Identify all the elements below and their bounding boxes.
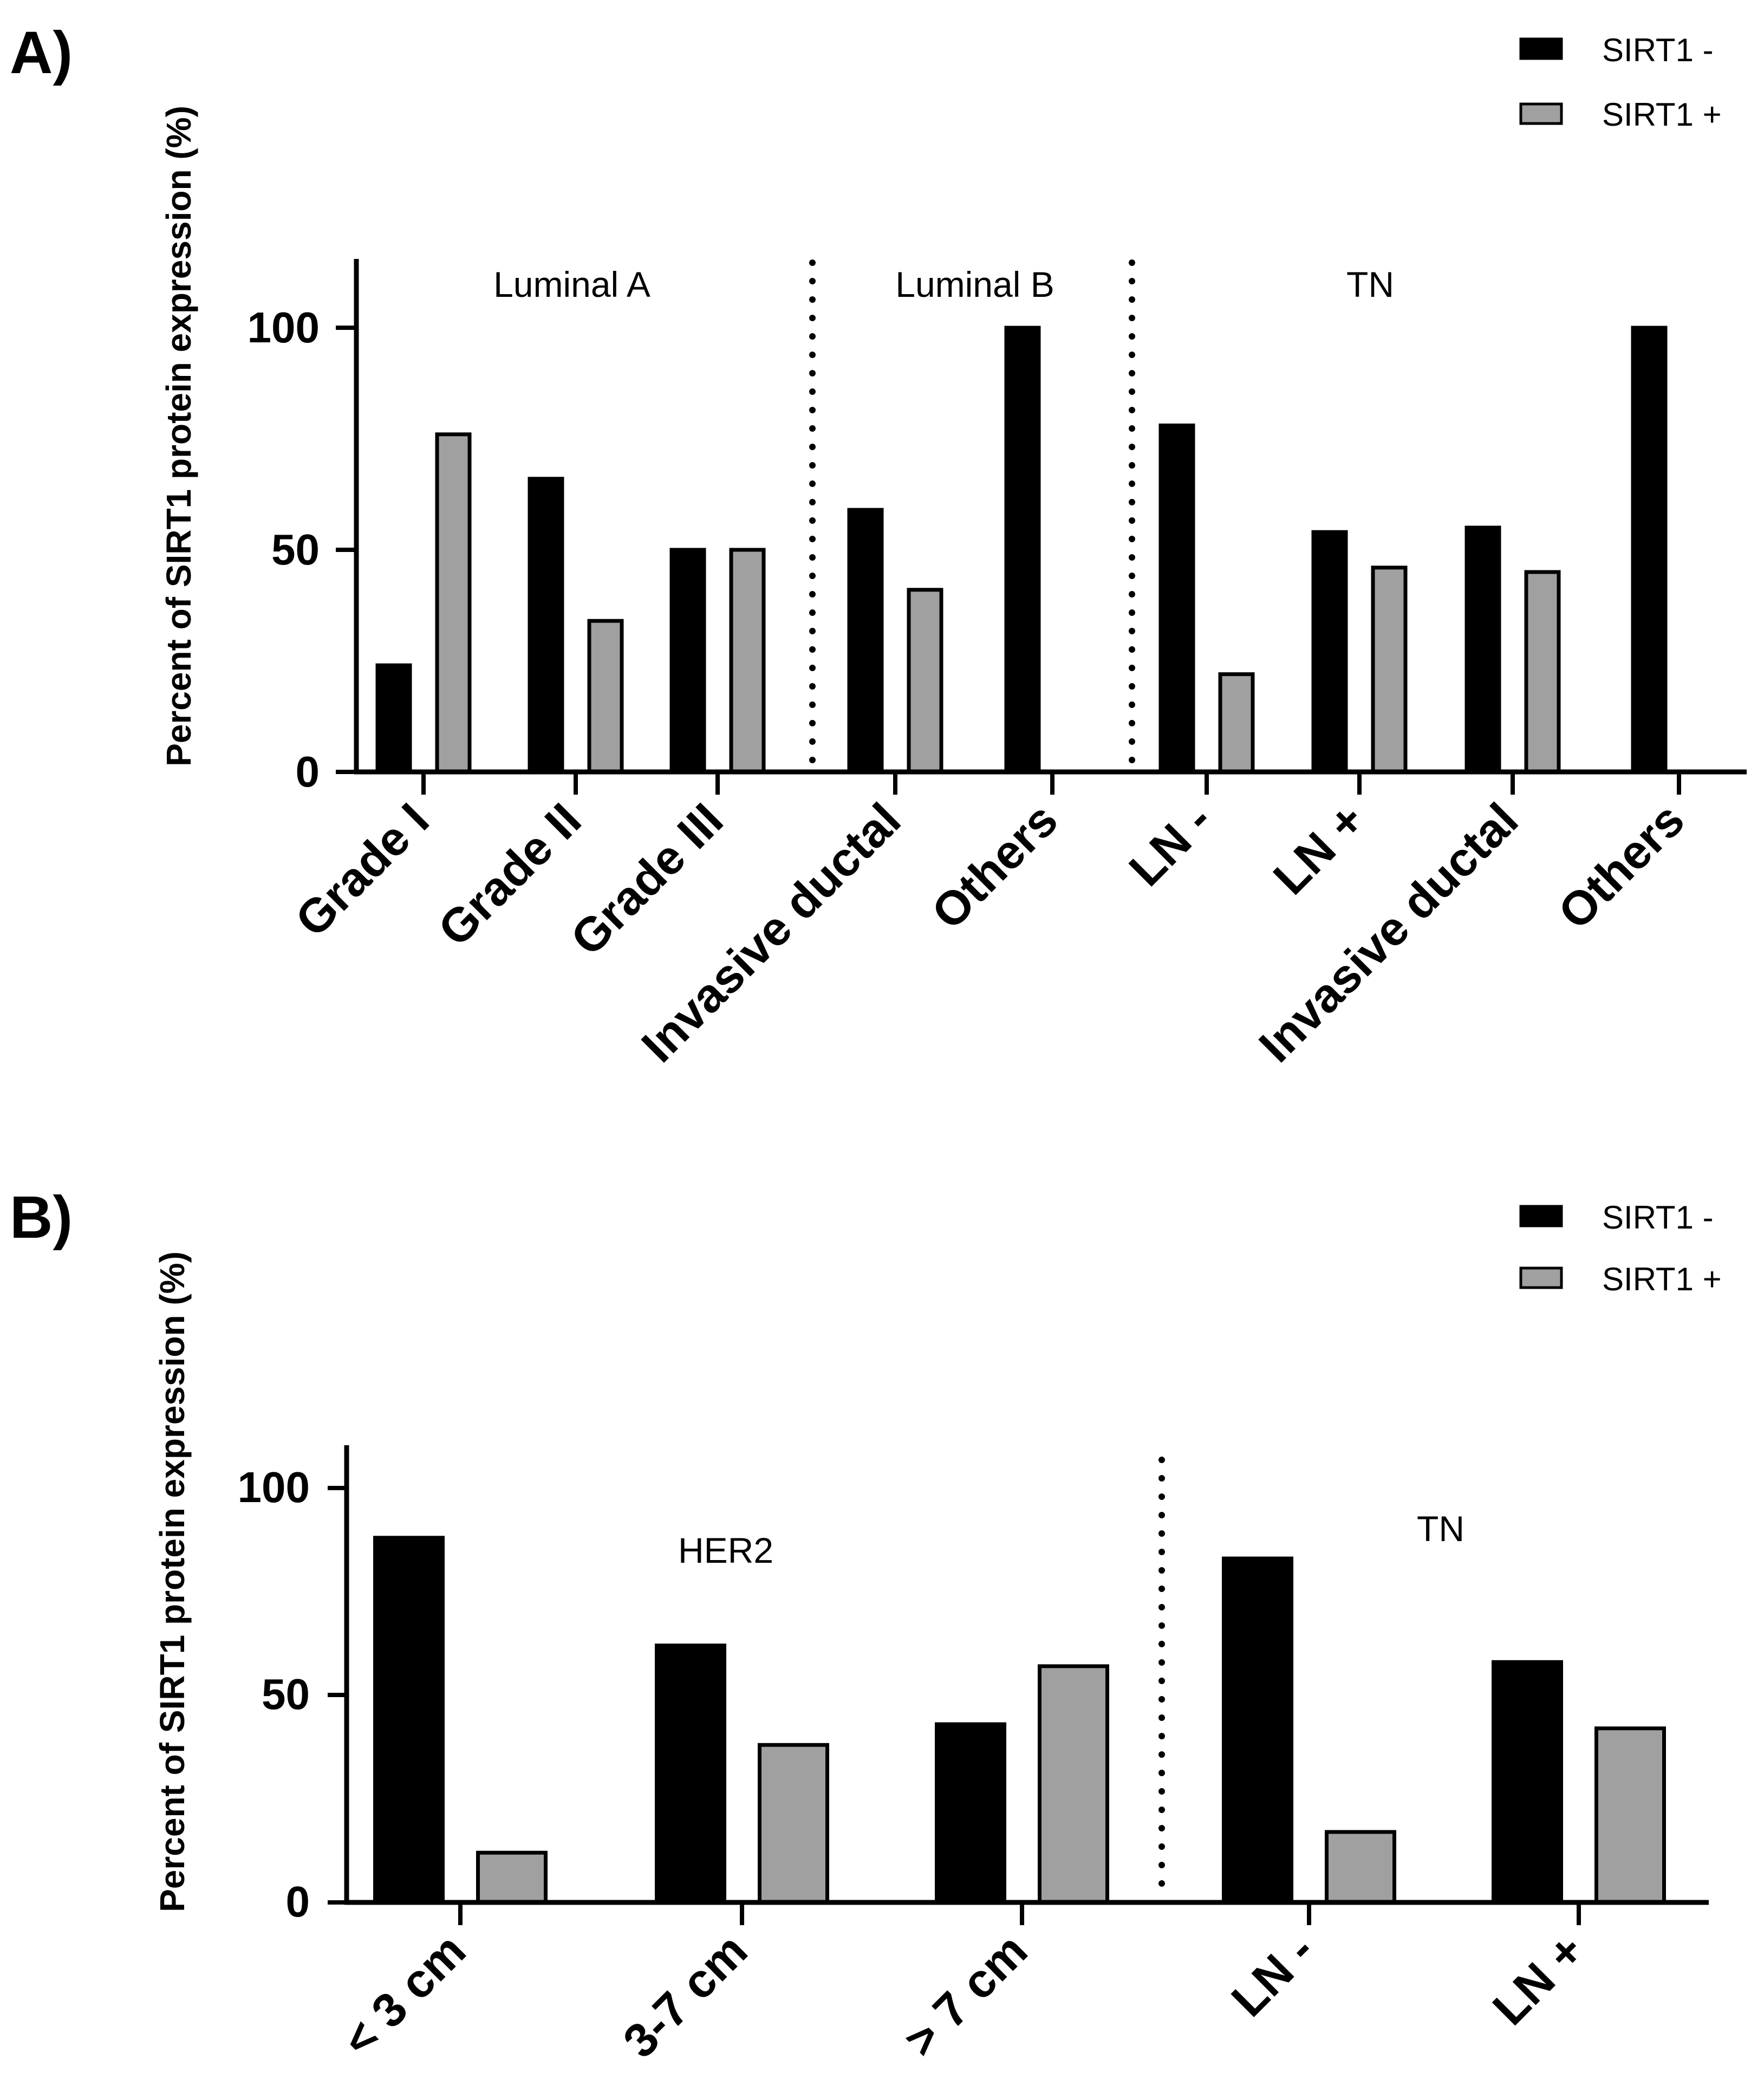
bar-sirt1-pos-grade-iii	[729, 548, 766, 774]
bar-sirt1-neg-invasive-ductal	[847, 508, 884, 774]
bar-sirt1-neg-grade-iii	[669, 548, 706, 774]
bar-sirt1-pos-grade-i	[435, 432, 472, 774]
bar-sirt1-neg-ln-plus	[1311, 530, 1348, 774]
panel-b-group-label-her2: HER2	[678, 1530, 773, 1570]
y-tick-label: 0	[296, 748, 320, 796]
panel-a-y-tick-50: 50	[271, 525, 356, 574]
panel-a-bars	[375, 326, 1668, 774]
legend-swatch-sirt1-neg	[1519, 1205, 1563, 1227]
bar-sirt1-pos-ln-plus	[1594, 1726, 1666, 1905]
panel-b-label: B)	[10, 1184, 73, 1251]
bar-sirt1-neg-others	[1631, 326, 1668, 774]
bar-sirt1-neg-gt-7-cm	[935, 1722, 1006, 1905]
bar-sirt1-pos-gt-7-cm	[1038, 1664, 1109, 1905]
y-tick-label: 0	[286, 1877, 310, 1926]
bar-sirt1-neg-ln	[1222, 1556, 1293, 1905]
bar-sirt1-neg-grade-i	[375, 663, 412, 774]
panel-a-group-label-luminal-a: Luminal A	[493, 264, 650, 304]
legend-label-sirt1-pos: SIRT1 +	[1602, 96, 1722, 133]
bar-sirt1-neg-3-7-cm	[655, 1643, 726, 1905]
bar-sirt1-pos-3-7-cm	[758, 1743, 829, 1905]
panel-a-y-tick-0: 0	[296, 748, 356, 796]
bar-sirt1-neg-invasive-ductal	[1464, 525, 1501, 774]
panel-b-legend: SIRT1 - SIRT1 +	[1519, 1199, 1722, 1297]
bar-sirt1-pos-ln	[1325, 1830, 1396, 1905]
panel-a-y-axis-label: Percent of SIRT1 protein expression (%)	[159, 106, 198, 766]
panel-b-group-label-tn: TN	[1417, 1509, 1464, 1549]
panel-b-y-tick-0: 0	[286, 1877, 347, 1926]
panel-a-y-tick-100: 100	[248, 303, 356, 352]
panel-b-y-tick-50: 50	[262, 1670, 347, 1718]
bar-sirt1-neg-lt-3-cm	[373, 1536, 445, 1905]
bar-sirt1-pos-invasive-ductal	[907, 588, 943, 774]
legend-label-sirt1-neg: SIRT1 -	[1602, 1199, 1714, 1236]
legend-label-sirt1-neg: SIRT1 -	[1602, 32, 1714, 68]
bar-sirt1-pos-invasive-ductal	[1524, 570, 1561, 774]
bar-sirt1-neg-others	[1004, 326, 1041, 774]
y-tick-label: 50	[262, 1670, 310, 1718]
bar-sirt1-pos-lt-3-cm	[476, 1850, 548, 1905]
panel-a-label: A)	[10, 20, 73, 86]
bar-sirt1-neg-ln-plus	[1492, 1660, 1563, 1905]
panel-a-group-label-luminal-b: Luminal B	[895, 264, 1055, 304]
y-tick-label: 100	[248, 303, 320, 352]
panel-a-group-label-tn: TN	[1346, 264, 1394, 304]
legend-swatch-sirt1-neg	[1519, 37, 1563, 60]
y-tick-label: 100	[238, 1463, 310, 1511]
bar-sirt1-pos-grade-ii	[587, 619, 624, 774]
panel-b-bars	[373, 1536, 1666, 1905]
panel-b-y-axis-label: Percent of SIRT1 protein expression (%)	[153, 1251, 192, 1912]
bar-sirt1-neg-grade-ii	[528, 477, 564, 774]
legend-swatch-sirt1-pos	[1519, 102, 1563, 125]
legend-swatch-sirt1-pos	[1519, 1266, 1563, 1289]
legend-label-sirt1-pos: SIRT1 +	[1602, 1261, 1722, 1297]
bar-sirt1-neg-ln	[1158, 423, 1195, 774]
y-tick-label: 50	[271, 525, 320, 574]
panel-b-y-tick-100: 100	[238, 1463, 347, 1511]
bar-sirt1-pos-ln	[1218, 672, 1255, 774]
panel-a-legend: SIRT1 - SIRT1 +	[1519, 32, 1722, 133]
bar-sirt1-pos-ln-plus	[1371, 566, 1408, 774]
